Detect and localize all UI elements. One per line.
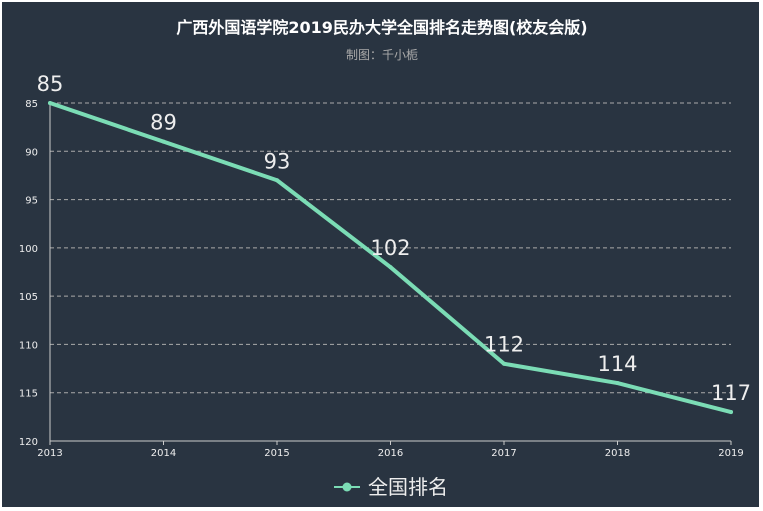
y-tick-label: 100	[19, 244, 38, 255]
series-layer	[48, 101, 733, 415]
x-tick-label: 2013	[37, 448, 62, 459]
chart-subtitle: 制图：千小栀	[346, 48, 418, 62]
data-label: 114	[597, 352, 637, 376]
y-tick-label: 105	[19, 292, 38, 303]
legend-marker-icon[interactable]	[342, 482, 352, 492]
y-tick-label: 115	[19, 389, 38, 400]
x-tick-label: 2016	[378, 448, 403, 459]
y-tick-label: 95	[25, 196, 38, 207]
x-tick-label: 2014	[151, 448, 176, 459]
y-tick-label: 110	[19, 340, 38, 351]
gridlines	[50, 102, 731, 394]
data-point[interactable]	[388, 265, 393, 270]
data-label: 93	[264, 149, 291, 173]
data-point[interactable]	[615, 381, 620, 386]
data-point[interactable]	[729, 410, 733, 415]
data-label: 112	[484, 333, 524, 357]
data-point[interactable]	[502, 361, 506, 366]
data-label: 117	[711, 381, 751, 405]
y-tick-label: 120	[19, 437, 38, 448]
legend-label[interactable]: 全国排名	[368, 475, 448, 499]
x-tick-label: 2015	[264, 448, 289, 459]
data-label: 89	[150, 111, 177, 135]
data-point[interactable]	[48, 101, 52, 105]
y-tick-label: 85	[25, 99, 38, 110]
data-point[interactable]	[275, 178, 279, 183]
y-tick-label: 90	[25, 147, 38, 158]
x-tick-label: 2019	[718, 448, 743, 459]
x-tick-label: 2017	[491, 448, 516, 459]
data-label: 85	[37, 72, 64, 96]
data-point[interactable]	[161, 139, 166, 144]
data-label: 102	[370, 236, 410, 260]
legend[interactable]: 全国排名	[334, 475, 448, 499]
chart-title: 广西外国语学院2019民办大学全国排名走势图(校友会版)	[176, 18, 587, 37]
x-tick-label: 2018	[605, 448, 630, 459]
data-labels: 85 89 93 102 112 114 117	[37, 72, 751, 405]
